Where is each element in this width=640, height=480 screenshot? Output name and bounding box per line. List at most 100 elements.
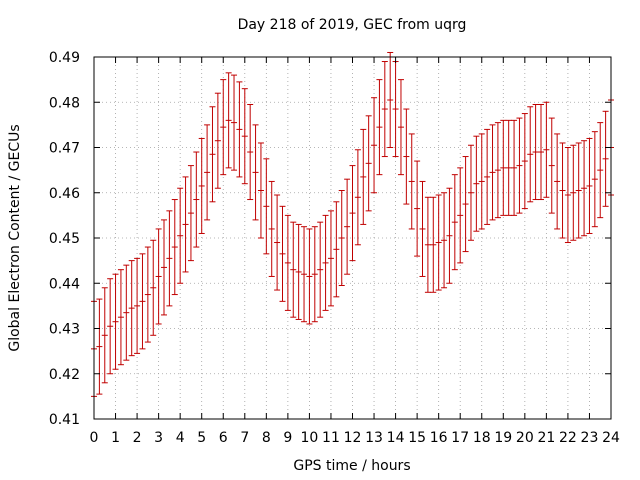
x-tick-label: 2 [133,430,142,446]
error-bar-point [430,196,437,293]
error-bar-point [489,124,496,221]
x-tick-label: 9 [283,430,292,446]
error-bar-point [581,140,588,237]
error-bar-point [441,192,448,289]
error-bar-point [290,221,297,318]
error-bar-point [457,167,464,264]
y-tick-label: 0.42 [49,367,80,383]
error-bar-point [371,97,378,194]
x-axis-label: GPS time / hours [293,458,410,474]
x-tick-label: 4 [176,430,185,446]
error-bar-point [462,156,469,253]
x-tick-label: 18 [473,430,491,446]
error-bar-point [177,187,184,284]
x-tick-label: 11 [322,430,340,446]
error-bar-point [564,147,571,244]
error-bar-point [107,278,114,375]
error-bar-point [301,226,308,323]
error-bar-point [338,189,345,287]
error-bar-point [214,92,221,189]
error-bar-point [494,122,501,219]
error-bar-point [284,214,291,311]
x-tick-label: 17 [451,430,469,446]
error-bar-point [171,199,178,296]
x-tick-label: 19 [494,430,512,446]
error-bar-point [161,219,168,316]
x-tick-label: 24 [602,430,620,446]
error-bar-point [532,104,539,201]
error-bar-point [274,194,281,291]
error-bar-point [123,264,130,361]
error-bar-point [193,151,200,248]
error-bar-point [144,246,151,343]
error-bar-point [419,180,426,277]
y-tick-label: 0.44 [49,276,80,292]
error-bar-point [451,174,458,271]
ticks-layer: 0 1 2 3 4 5 6 7 8 9 10 11 12 13 14 15 16 17 18 19 20 21 22 23 24… [49,50,620,446]
series-layer [91,51,614,397]
x-tick-label: 0 [90,430,99,446]
x-tick-label: 8 [262,430,271,446]
error-bar-point [392,61,399,158]
error-bar-point [376,79,383,176]
error-bar-point [414,160,421,257]
error-bar-point [236,81,243,178]
x-tick-label: 23 [581,430,599,446]
x-tick-label: 1 [111,430,120,446]
x-tick-label: 16 [430,430,448,446]
error-bar-point [257,142,264,239]
error-bar-point [516,117,523,214]
error-bar-point [231,74,238,171]
error-bar-point [354,149,361,246]
labels-layer: Day 218 of 2019, GEC from uqrg GPS time … [7,17,466,474]
y-tick-label: 0.41 [49,412,80,428]
error-bar-point [403,108,410,205]
error-bar-point [548,117,555,214]
error-bar-point [96,298,103,395]
x-tick-label: 10 [301,430,319,446]
error-bar-point [554,133,561,230]
error-bar-point [570,144,577,241]
error-bar-point [134,257,141,354]
error-bar-point [306,228,313,325]
error-bar-point [365,115,372,212]
error-bar-point [101,287,108,384]
y-tick-label: 0.43 [49,322,80,338]
y-tick-label: 0.48 [49,95,80,111]
x-tick-label: 14 [387,430,405,446]
error-bar-point [521,113,528,210]
error-bar-point [484,128,491,225]
x-tick-label: 12 [344,430,362,446]
error-bar-point [263,158,270,255]
error-bar-point [112,273,119,370]
error-bar-point [360,128,367,225]
error-bar-point [559,142,566,239]
error-bar-point [511,119,518,216]
y-axis-label: Global Electron Content / GECUs [7,124,23,351]
error-bar-point [295,223,302,320]
error-bar-point [467,144,474,241]
error-bar-point [333,201,340,298]
error-bar-point [241,88,248,185]
error-bar-point [446,187,453,284]
error-bar-point [387,51,394,148]
y-tick-label: 0.46 [49,186,80,202]
error-bar-point [381,61,388,158]
error-bar-point [435,194,442,291]
error-bar-point [591,131,598,228]
x-tick-label: 20 [516,430,534,446]
error-bar-point [537,104,544,201]
error-bar-point [424,196,431,293]
error-bar-point [344,178,351,275]
x-tick-label: 7 [240,430,249,446]
x-tick-label: 3 [154,430,163,446]
x-tick-label: 15 [408,430,426,446]
x-tick-label: 6 [219,430,228,446]
error-bar-point [317,221,324,318]
error-bar-point [198,137,205,234]
error-bar-point [187,165,194,262]
x-tick-label: 21 [537,430,555,446]
error-bar-point [209,106,216,203]
error-bar-point [478,133,485,230]
